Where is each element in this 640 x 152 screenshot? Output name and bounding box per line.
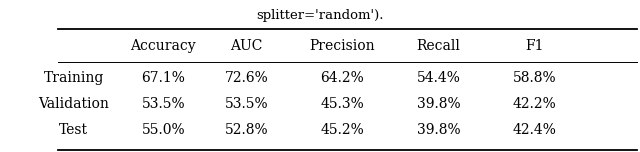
Text: Training: Training [44,71,104,85]
Text: AUC: AUC [230,39,262,53]
Text: 45.2%: 45.2% [321,123,364,137]
Text: 55.0%: 55.0% [141,123,185,137]
Text: 58.8%: 58.8% [513,71,556,85]
Text: 42.2%: 42.2% [513,97,556,111]
Text: F1: F1 [525,39,543,53]
Text: 53.5%: 53.5% [141,97,185,111]
Text: Precision: Precision [310,39,375,53]
Text: splitter='random').: splitter='random'). [256,9,384,22]
Text: 39.8%: 39.8% [417,97,460,111]
Text: 67.1%: 67.1% [141,71,185,85]
Text: 53.5%: 53.5% [225,97,268,111]
Text: Test: Test [59,123,88,137]
Text: 72.6%: 72.6% [225,71,268,85]
Text: Recall: Recall [417,39,460,53]
Text: 42.4%: 42.4% [513,123,556,137]
Text: 45.3%: 45.3% [321,97,364,111]
Text: 54.4%: 54.4% [417,71,460,85]
Text: 64.2%: 64.2% [321,71,364,85]
Text: Accuracy: Accuracy [131,39,196,53]
Text: 52.8%: 52.8% [225,123,268,137]
Text: Validation: Validation [38,97,109,111]
Text: 39.8%: 39.8% [417,123,460,137]
